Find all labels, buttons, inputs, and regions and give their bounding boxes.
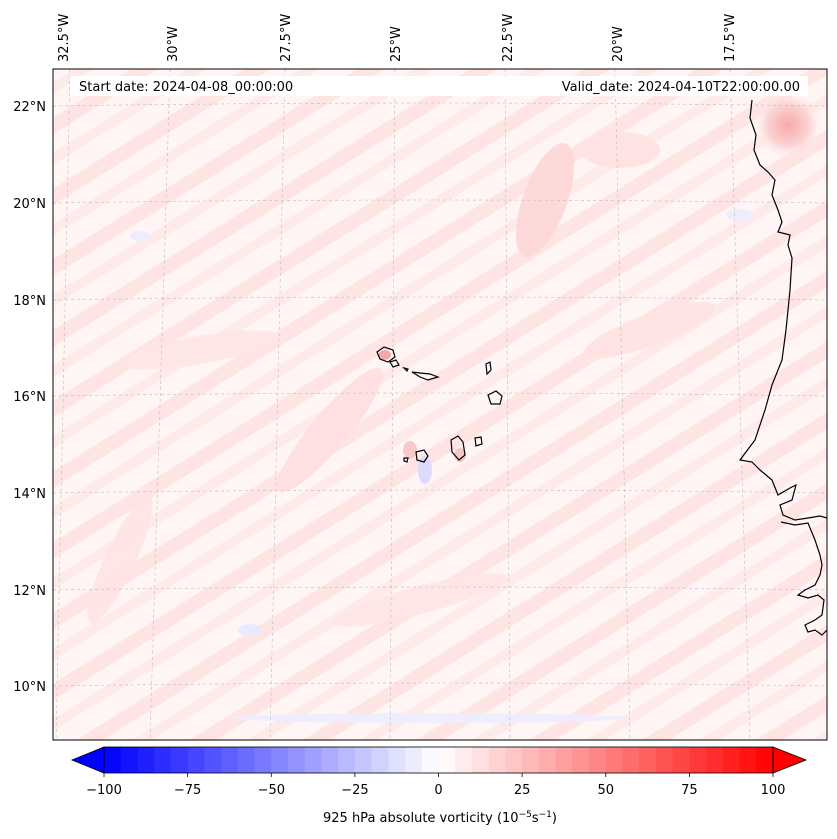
colorbar-tick-label: −100 [86, 783, 122, 798]
colorbar-segment [371, 747, 389, 773]
colorbar-segment [438, 747, 456, 773]
colorbar-tick-label: 25 [514, 783, 531, 798]
vorticity-field [53, 69, 827, 740]
colorbar-segment [254, 747, 272, 773]
start-date-label: Start date: 2024-04-08_00:00:00 [79, 80, 293, 95]
colorbar-segment [622, 747, 640, 773]
map-frame [52, 68, 828, 741]
island-boa-vista [487, 390, 503, 405]
colorbar-segment [572, 747, 590, 773]
lon-tick-labels: 32.5°W 30°W 27.5°W 25°W 22.5°W 20°W 17.5… [57, 14, 738, 62]
colorbar-segment [221, 747, 239, 773]
colorbar-segment [739, 747, 757, 773]
colorbar-segment [689, 747, 707, 773]
colorbar-tick-label: 75 [681, 783, 698, 798]
island-sao-nicolau [411, 371, 440, 381]
date-annotation-box [70, 76, 808, 96]
lon-tick-label: 27.5°W [279, 14, 294, 62]
colorbar-segment [321, 747, 339, 773]
colorbar-segment [137, 747, 155, 773]
colorbar-label: 925 hPa absolute vorticity (10−5s−1) [323, 810, 557, 826]
colorbar-segment [405, 747, 423, 773]
colorbar-segment [354, 747, 373, 773]
colorbar-tick-label: −75 [174, 783, 201, 798]
colorbar-segment [271, 747, 289, 773]
colorbar-segments [104, 747, 774, 773]
island-sao-vicente [389, 359, 400, 368]
colorbar-segment [104, 747, 122, 773]
colorbar-segment [538, 747, 556, 773]
valid-date-label: Valid_date: 2024-04-10T22:00:00.00 [562, 80, 800, 95]
coastlines [376, 99, 827, 636]
lon-tick-label: 25°W [389, 26, 404, 62]
colorbar-segment [471, 747, 490, 773]
map-panel [53, 69, 827, 740]
lon-tick-label: 20°W [611, 26, 626, 62]
colorbar-segment [522, 747, 540, 773]
island-santo-antao [376, 346, 396, 363]
island-fogo [415, 449, 429, 463]
lat-tick-labels: 22°N 20°N 18°N 16°N 14°N 12°N 10°N [13, 100, 46, 695]
colorbar-segment [555, 747, 573, 773]
colorbar-tick-label: −50 [258, 783, 285, 798]
lat-tick-label: 12°N [13, 584, 46, 599]
lat-tick-label: 20°N [13, 197, 46, 212]
lat-tick-label: 22°N [13, 100, 46, 115]
colorbar-segment [706, 747, 724, 773]
gridlines [53, 69, 827, 740]
colorbar-segment [204, 747, 222, 773]
vorticity-features [87, 132, 754, 723]
colorbar-segment [655, 747, 674, 773]
colorbar-segment [421, 747, 439, 773]
lat-tick-label: 10°N [13, 680, 46, 695]
colorbar-segment [304, 747, 322, 773]
colorbar-tick-label: 50 [598, 783, 615, 798]
lon-tick-label: 22.5°W [501, 14, 516, 62]
island-brava [403, 457, 409, 463]
colorbar-low-extend [70, 746, 105, 774]
colorbar-ticks: −100 −75 −50 −25 0 25 50 75 100 [86, 773, 785, 798]
vorticity-maximum [753, 90, 823, 160]
colorbar-tick-label: 0 [434, 783, 442, 798]
colorbar-segment [505, 747, 523, 773]
colorbar: −100 −75 −50 −25 0 25 50 75 100 925 hPa … [70, 746, 808, 826]
lat-tick-label: 18°N [13, 294, 46, 309]
lon-tick-label: 30°W [166, 26, 181, 62]
colorbar-segment [287, 747, 306, 773]
colorbar-segment [338, 747, 356, 773]
island-santiago [450, 435, 466, 461]
colorbar-segment [120, 747, 138, 773]
lat-tick-label: 14°N [13, 487, 46, 502]
colorbar-segment [237, 747, 255, 773]
colorbar-segment [154, 747, 172, 773]
island-maio [474, 436, 483, 447]
lat-tick-label: 16°N [13, 390, 46, 405]
colorbar-segment [488, 747, 506, 773]
island-sal [485, 361, 492, 376]
colorbar-tick-label: 100 [761, 783, 786, 798]
lon-tick-label: 32.5°W [57, 14, 72, 62]
colorbar-segment [455, 747, 473, 773]
island-santa-luzia [402, 366, 409, 373]
lon-tick-label: 17.5°W [723, 14, 738, 62]
colorbar-segment [639, 747, 657, 773]
colorbar-segment [170, 747, 189, 773]
colorbar-segment [722, 747, 740, 773]
colorbar-high-extend [772, 746, 808, 774]
colorbar-segment [589, 747, 607, 773]
colorbar-tick-label: −25 [341, 783, 368, 798]
colorbar-segment [388, 747, 406, 773]
colorbar-segment [187, 747, 205, 773]
africa-coastline [738, 99, 827, 636]
colorbar-segment [672, 747, 690, 773]
colorbar-segment [605, 747, 623, 773]
colorbar-segment [756, 747, 774, 773]
